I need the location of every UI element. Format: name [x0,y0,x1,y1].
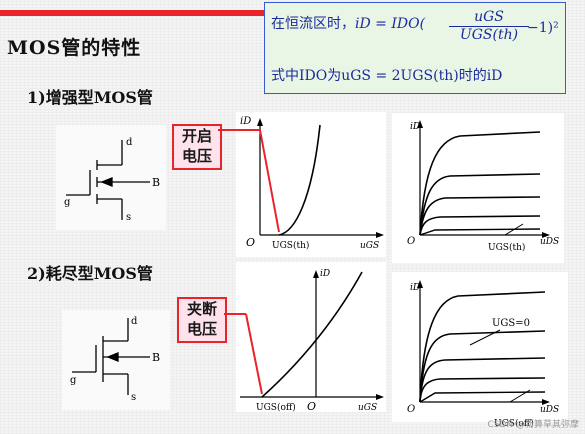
iD-axis-label-4: iD [410,283,420,293]
formula-tail: −1)² [527,20,559,36]
threshold-label: UGS(th) [272,240,309,251]
watermark: CSDN @新算草其弥摩 [487,420,579,430]
bulk-label-1: B [152,176,160,189]
subtitle-enhancement: 1)增强型MOS管 [27,88,153,107]
iD-axis-label-1: iD [240,116,251,127]
depletion-mosfet-symbol [62,310,170,410]
uGS-axis-label-1: uGS [360,241,379,251]
page-title: MOS管的特性 [7,37,142,59]
origin-label-1: O [246,236,255,249]
threshold-label-output: UGS(th) [488,242,525,253]
enhancement-mosfet-symbol [56,125,166,230]
source-label-2: s [131,392,136,403]
graph-enhancement-output [392,113,564,263]
formula-fraction: uGS UGS(th) [449,9,529,43]
formula-box: 在恒流区时，iD = IDO( uGS UGS(th) −1)² 式中IDO为u… [264,2,566,94]
uDS-axis-label-1: uDS [540,237,559,247]
pinchoff-label-output: UGS(off) [494,418,534,429]
gate-label-2: g [70,375,77,386]
ugs-zero-label: UGS=0 [492,318,530,329]
formula-note: 式中IDO为uGS = 2UGS(th)时的iD [271,68,503,84]
iD-axis-label-2: iD [410,122,420,132]
callout-threshold-voltage: 开启 电压 [172,124,222,170]
uDS-axis-label-2: uDS [540,405,559,415]
graph-enhancement-transfer [218,112,386,257]
formula-prefix: 在恒流区时，iD = IDO( [271,16,426,32]
callout-pinchoff-voltage: 夹断 电压 [177,297,227,343]
graph-depletion-output [392,272,568,422]
origin-label-2: O [407,236,415,247]
origin-label-4: O [407,404,415,415]
title-accent-bar [0,10,300,16]
subtitle-depletion: 2)耗尽型MOS管 [27,264,153,283]
bulk-label-2: B [152,351,160,364]
drain-label-1: d [126,137,133,148]
iD-axis-label-3: iD [320,269,330,279]
origin-label-3: O [307,400,316,413]
gate-label-1: g [64,197,71,208]
source-label-1: s [126,212,131,223]
pinchoff-label: UGS(off) [256,402,296,413]
graph-depletion-transfer [224,262,386,412]
drain-label-2: d [131,316,138,327]
uGS-axis-label-2: uGS [358,403,377,413]
